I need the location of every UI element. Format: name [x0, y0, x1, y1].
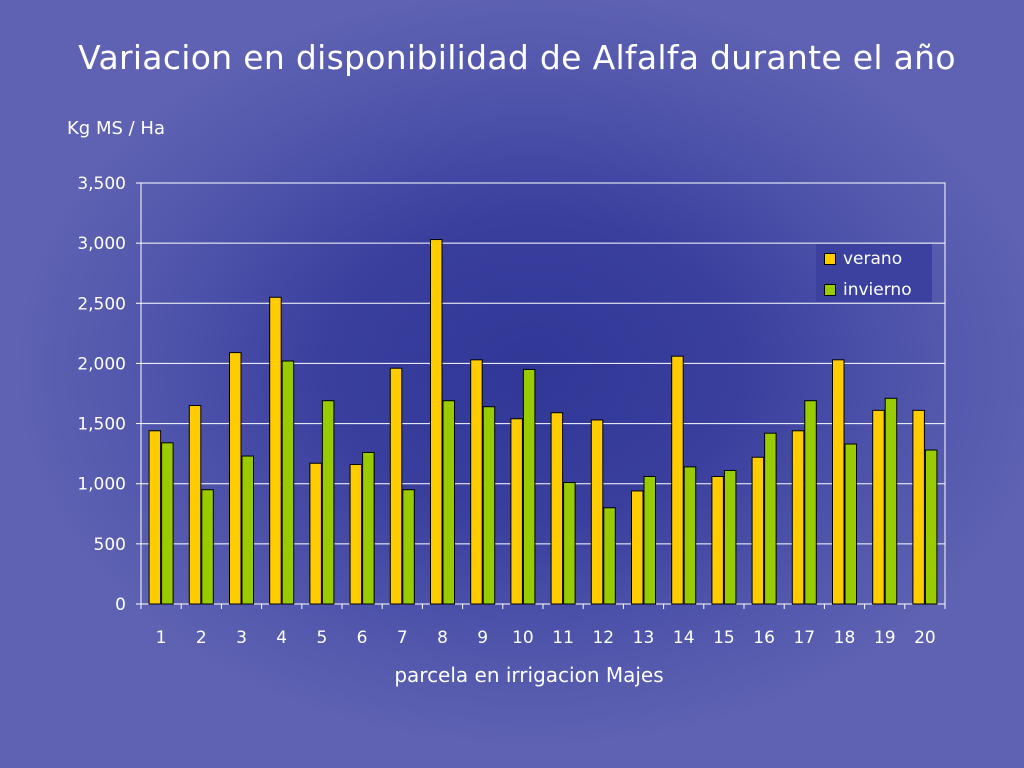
x-tick-label: 11 — [552, 628, 574, 648]
bar-verano-2 — [188, 405, 202, 605]
x-tick-label: 5 — [316, 628, 327, 648]
bar-invierno-8 — [442, 400, 455, 605]
bar-verano-6 — [349, 463, 363, 605]
bar-invierno-15 — [723, 469, 737, 605]
x-tick-label: 18 — [834, 628, 856, 648]
bar-invierno-10 — [522, 368, 536, 605]
legend-swatch-invierno — [824, 284, 836, 296]
chart-title: Variacion en disponibilidad de Alfalfa d… — [78, 38, 956, 77]
legend-item-invierno: invierno — [824, 280, 912, 300]
bar-invierno-2 — [201, 489, 214, 605]
y-tick-label: 1,500 — [77, 415, 126, 435]
x-tick-label: 14 — [673, 628, 695, 648]
x-tick-label: 17 — [793, 628, 815, 648]
bar-verano-7 — [389, 367, 403, 605]
bar-invierno-19 — [884, 397, 898, 605]
bar-invierno-5 — [321, 400, 335, 605]
bar-verano-16 — [751, 456, 765, 605]
x-tick-label: 7 — [397, 628, 408, 648]
bar-verano-8 — [430, 239, 443, 605]
bar-invierno-18 — [844, 443, 857, 605]
bar-invierno-9 — [482, 406, 496, 605]
bar-verano-4 — [269, 296, 282, 605]
y-tick-label: 3,500 — [77, 174, 126, 194]
bar-invierno-11 — [563, 482, 576, 605]
bar-invierno-20 — [924, 449, 938, 605]
x-tick-label: 19 — [874, 628, 896, 648]
x-tick-label: 13 — [633, 628, 655, 648]
y-tick-label: 0 — [115, 595, 126, 615]
x-tick-label: 20 — [914, 628, 936, 648]
x-tick-label: 6 — [357, 628, 368, 648]
x-tick-label: 16 — [753, 628, 775, 648]
x-tick-label: 10 — [512, 628, 534, 648]
y-tick-label: 500 — [94, 535, 126, 555]
bar-invierno-1 — [161, 442, 174, 605]
bar-verano-12 — [590, 419, 604, 605]
x-tick-label: 1 — [156, 628, 167, 648]
legend: verano invierno — [816, 244, 932, 302]
y-tick-label: 2,500 — [77, 294, 126, 314]
x-tick-label: 8 — [437, 628, 448, 648]
bar-verano-3 — [229, 352, 242, 605]
bar-invierno-7 — [402, 489, 415, 605]
bar-invierno-4 — [281, 360, 295, 605]
bar-invierno-13 — [643, 475, 656, 605]
bar-verano-19 — [872, 409, 885, 605]
bar-invierno-12 — [603, 507, 616, 605]
bar-verano-11 — [550, 412, 564, 605]
y-axis-label: Kg MS / Ha — [67, 118, 165, 139]
y-tick-label: 2,000 — [77, 354, 126, 374]
bar-verano-13 — [631, 490, 644, 605]
y-tick-label: 3,000 — [77, 234, 126, 254]
legend-item-verano: verano — [824, 249, 902, 269]
legend-label-invierno: invierno — [843, 280, 912, 300]
bar-verano-20 — [912, 409, 925, 605]
bar-invierno-14 — [683, 466, 697, 605]
bar-invierno-3 — [241, 455, 254, 605]
x-tick-label: 4 — [276, 628, 287, 648]
bar-verano-9 — [470, 359, 483, 605]
y-tick-label: 1,000 — [77, 475, 126, 495]
bar-invierno-16 — [764, 432, 777, 605]
x-axis-label: parcela en irrigacion Majes — [394, 663, 664, 687]
legend-swatch-verano — [824, 253, 836, 265]
x-tick-label: 9 — [477, 628, 488, 648]
bar-verano-5 — [309, 462, 322, 605]
legend-label-verano: verano — [843, 249, 903, 269]
x-tick-label: 15 — [713, 628, 735, 648]
x-tick-label: 3 — [236, 628, 247, 648]
bar-verano-1 — [148, 430, 162, 605]
bar-verano-17 — [791, 430, 805, 605]
bar-verano-14 — [671, 355, 684, 605]
bar-invierno-17 — [804, 400, 817, 605]
x-tick-label: 2 — [196, 628, 207, 648]
bar-verano-10 — [510, 418, 523, 605]
x-tick-label: 12 — [592, 628, 614, 648]
bar-verano-18 — [832, 359, 845, 605]
bar-verano-15 — [711, 475, 724, 605]
bar-invierno-6 — [362, 451, 375, 605]
